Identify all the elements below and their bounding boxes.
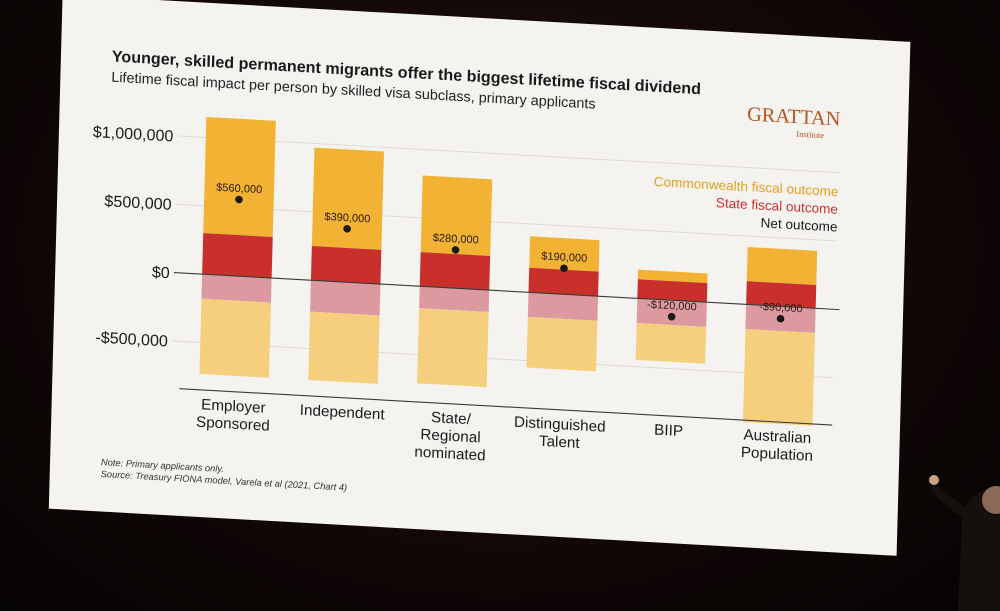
bar-commonwealth-negative [199, 298, 271, 378]
category-label: Employer [201, 396, 266, 417]
presenter-head [982, 486, 1000, 514]
bar-state-positive [310, 246, 382, 285]
net-value-label: $190,000 [541, 250, 587, 264]
bar-commonwealth-positive [420, 175, 493, 256]
category-label: Population [741, 444, 814, 465]
net-value-label: $560,000 [216, 182, 262, 196]
bar-commonwealth-negative [635, 322, 707, 364]
bar-commonwealth-negative [742, 329, 815, 426]
net-value-label: -$90,000 [759, 301, 803, 315]
logo-sub: Institute [796, 129, 824, 141]
bar-state-positive [637, 279, 708, 303]
category-label: State/ [431, 409, 472, 428]
category-label: Independent [300, 402, 386, 424]
net-outcome-point [667, 312, 676, 321]
gridline [177, 135, 839, 174]
category-label: BIIP [654, 422, 683, 441]
net-outcome-point [235, 195, 243, 204]
category-label: Regional [420, 426, 481, 446]
bar-commonwealth-negative [308, 311, 380, 384]
net-value-label: $390,000 [324, 211, 370, 225]
category-label: Australian [743, 427, 811, 448]
bar-state-positive [746, 281, 817, 309]
y-tick-label: -$500,000 [95, 329, 168, 351]
x-axis-line [179, 388, 833, 426]
zero-line [173, 272, 840, 311]
net-outcome-point [776, 314, 785, 323]
bar-state-positive [528, 267, 599, 297]
net-value-label: $280,000 [433, 232, 479, 246]
bar-state-negative [419, 286, 490, 312]
bar-commonwealth-positive [203, 116, 276, 237]
bar-state-negative [636, 298, 707, 327]
bar-commonwealth-positive [529, 236, 600, 272]
bar-commonwealth-positive [637, 269, 708, 284]
category-label: nominated [414, 444, 486, 465]
bars [199, 116, 818, 426]
presenter-arm [930, 482, 972, 520]
bar-state-negative [310, 280, 381, 316]
net-outcome-point [451, 246, 460, 254]
legend-state: State fiscal outcome [716, 195, 838, 217]
y-axis-ticks: $1,000,000 $500,000 $0 -$500,000 [93, 123, 174, 351]
y-tick-label: $1,000,000 [93, 123, 174, 145]
bar-commonwealth-positive [311, 147, 385, 250]
net-points [235, 195, 785, 323]
category-label: Talent [539, 433, 581, 452]
net-value-label: -$120,000 [647, 299, 697, 314]
gridline [172, 340, 834, 379]
projection-screen: Younger, skilled permanent migrants offe… [48, 0, 911, 556]
net-outcome-point [343, 225, 351, 233]
value-labels: $560,000 $390,000 $280,000 $190,000 -$120,00… [216, 182, 803, 316]
legend-net: Net outcome [760, 215, 837, 234]
bar-commonwealth-positive [746, 247, 818, 286]
gridlines [172, 135, 839, 379]
gridline [175, 203, 838, 242]
bar-state-negative [201, 274, 272, 303]
bar-commonwealth-negative [526, 316, 598, 372]
bar-state-positive [202, 233, 273, 278]
grattan-logo: GRATTAN Institute [747, 103, 841, 141]
bar-commonwealth-negative [417, 308, 489, 388]
logo-name: GRATTAN [747, 103, 841, 130]
net-outcome-point [560, 264, 568, 273]
y-tick-label: $500,000 [104, 192, 172, 214]
presenter [929, 475, 1000, 611]
bar-state-positive [419, 252, 491, 291]
bar-state-negative [527, 292, 599, 321]
category-label: Distinguished [514, 414, 606, 436]
y-tick-label: $0 [152, 263, 170, 282]
presenter-hand [929, 475, 939, 485]
category-label: Sponsored [196, 414, 270, 435]
